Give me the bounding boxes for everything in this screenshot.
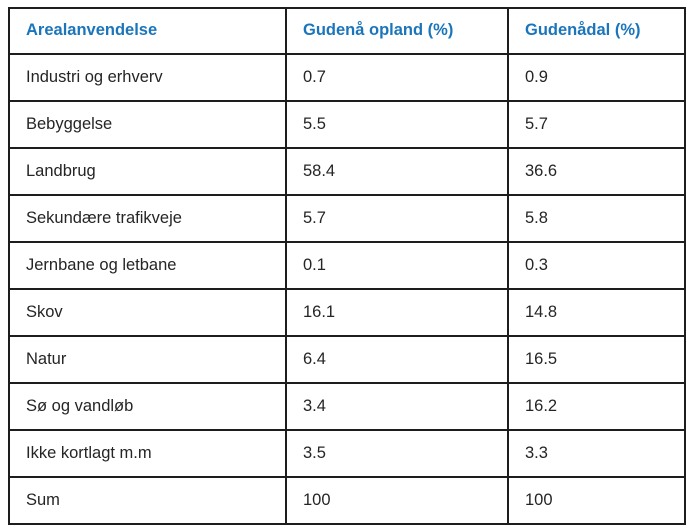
aadal-value-cell: 0.3 bbox=[507, 241, 686, 290]
table-header: Arealanvendelse Gudenå opland (%) Gudenå… bbox=[8, 7, 686, 55]
aadal-value-cell: 16.2 bbox=[507, 382, 686, 431]
opland-value-cell: 100 bbox=[285, 476, 509, 525]
row-label-cell: Landbrug bbox=[8, 147, 287, 196]
row-label-cell: Sekundære trafikveje bbox=[8, 194, 287, 243]
opland-value-cell: 3.4 bbox=[285, 382, 509, 431]
aadal-value-cell: 0.9 bbox=[507, 53, 686, 102]
table-row: Sekundære trafikveje 5.7 5.8 bbox=[8, 194, 686, 243]
aadal-value-cell: 5.7 bbox=[507, 100, 686, 149]
aadal-value-cell: 14.8 bbox=[507, 288, 686, 337]
table-row: Sø og vandløb 3.4 16.2 bbox=[8, 382, 686, 431]
opland-value-cell: 0.1 bbox=[285, 241, 509, 290]
aadal-value-cell: 16.5 bbox=[507, 335, 686, 384]
opland-value-cell: 16.1 bbox=[285, 288, 509, 337]
land-use-table: Arealanvendelse Gudenå opland (%) Gudenå… bbox=[8, 7, 686, 525]
table-row: Ikke kortlagt m.m 3.5 3.3 bbox=[8, 429, 686, 478]
column-header-arealanvendelse: Arealanvendelse bbox=[8, 7, 287, 55]
opland-value-cell: 3.5 bbox=[285, 429, 509, 478]
table-row: Industri og erhverv 0.7 0.9 bbox=[8, 53, 686, 102]
aadal-value-cell: 3.3 bbox=[507, 429, 686, 478]
aadal-value-cell: 36.6 bbox=[507, 147, 686, 196]
opland-value-cell: 6.4 bbox=[285, 335, 509, 384]
table-row: Natur 6.4 16.5 bbox=[8, 335, 686, 384]
table-row: Skov 16.1 14.8 bbox=[8, 288, 686, 337]
column-header-gudenaa-opland: Gudenå opland (%) bbox=[285, 7, 509, 55]
column-header-gudenaadal: Gudenådal (%) bbox=[507, 7, 686, 55]
table-body: Industri og erhverv 0.7 0.9 Bebyggelse 5.5 5.… bbox=[8, 53, 686, 525]
opland-value-cell: 5.5 bbox=[285, 100, 509, 149]
row-label-cell: Industri og erhverv bbox=[8, 53, 287, 102]
row-label-cell: Sum bbox=[8, 476, 287, 525]
row-label-cell: Skov bbox=[8, 288, 287, 337]
header-row: Arealanvendelse Gudenå opland (%) Gudenå… bbox=[8, 7, 686, 55]
row-label-cell: Jernbane og letbane bbox=[8, 241, 287, 290]
aadal-value-cell: 100 bbox=[507, 476, 686, 525]
row-label-cell: Ikke kortlagt m.m bbox=[8, 429, 287, 478]
table-row: Bebyggelse 5.5 5.7 bbox=[8, 100, 686, 149]
table-row: Jernbane og letbane 0.1 0.3 bbox=[8, 241, 686, 290]
aadal-value-cell: 5.8 bbox=[507, 194, 686, 243]
opland-value-cell: 5.7 bbox=[285, 194, 509, 243]
opland-value-cell: 0.7 bbox=[285, 53, 509, 102]
row-label-cell: Bebyggelse bbox=[8, 100, 287, 149]
row-label-cell: Natur bbox=[8, 335, 287, 384]
table-row: Landbrug 58.4 36.6 bbox=[8, 147, 686, 196]
opland-value-cell: 58.4 bbox=[285, 147, 509, 196]
row-label-cell: Sø og vandløb bbox=[8, 382, 287, 431]
table-row: Sum 100 100 bbox=[8, 476, 686, 525]
